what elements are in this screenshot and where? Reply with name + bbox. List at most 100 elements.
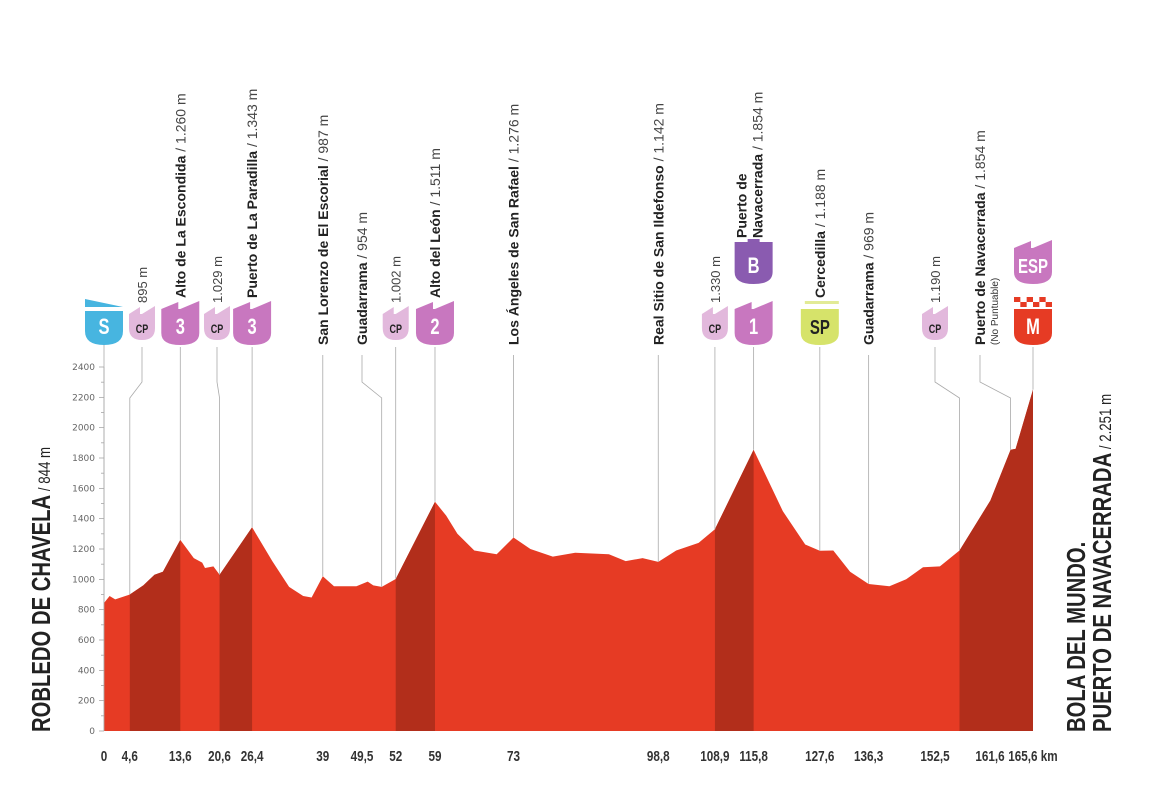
bonus-badge: B xyxy=(734,239,773,284)
badge-shape xyxy=(800,309,839,345)
checkered-flag-icon xyxy=(1014,297,1021,302)
cp-badge: CP xyxy=(701,306,728,340)
x-tick-label: 52 xyxy=(389,748,402,765)
point-altitude: / 1.511 m xyxy=(427,148,443,209)
point-name: Guadarrama xyxy=(861,262,877,345)
badge-label: S xyxy=(98,315,109,340)
point-altitude: / 1.276 m xyxy=(506,104,522,166)
badge-label: 2 xyxy=(430,315,439,340)
climb-section xyxy=(129,539,181,731)
x-tick-label: 39 xyxy=(316,748,329,765)
finish-altitude: / 2.251 m xyxy=(1097,394,1116,453)
badge-shape xyxy=(922,314,948,340)
badge-shape xyxy=(161,309,200,345)
start-badge: S xyxy=(85,299,123,345)
checkered-flag-icon xyxy=(1020,302,1027,307)
badge-flag-icon xyxy=(415,301,454,309)
point-altitude: / 1.854 m xyxy=(750,92,766,154)
x-tick-label: 59 xyxy=(428,748,441,765)
sp-badge: SP xyxy=(800,301,839,345)
badge-flag-icon xyxy=(161,301,200,309)
y-tick-label: 1600 xyxy=(72,484,95,494)
y-tick-label: 2400 xyxy=(72,363,95,373)
checkered-flag-icon xyxy=(1039,297,1046,302)
point-name: Puerto de Navacerrada xyxy=(972,192,988,345)
climb-section xyxy=(395,501,435,731)
start-name: ROBLEDO DE CHAVELA xyxy=(27,495,56,732)
badge-label: 3 xyxy=(248,315,257,340)
x-tick-label: 26,4 xyxy=(241,748,264,765)
badge-shape xyxy=(734,309,773,345)
y-tick-label: 1400 xyxy=(72,515,95,525)
x-tick-label: 108,9 xyxy=(700,748,729,765)
badge-label: 3 xyxy=(176,315,185,340)
point-note: (No Puntuable) xyxy=(990,278,1001,345)
badge-label: CP xyxy=(389,323,401,337)
flag-pennant-icon xyxy=(85,299,123,307)
badge-label: B xyxy=(748,254,760,279)
badge-label: CP xyxy=(211,323,223,337)
badge-flag-icon xyxy=(233,301,272,309)
point-name: Navacerrada xyxy=(750,154,766,238)
badge-label: 1 xyxy=(749,315,758,340)
badge-shape xyxy=(701,314,728,340)
point-altitude: / 954 m xyxy=(354,212,370,263)
cat-badge: 2 xyxy=(415,301,454,345)
badge-shape xyxy=(85,311,123,345)
point-label: 895 m xyxy=(135,267,150,303)
point-name: Alto del León xyxy=(427,209,443,298)
point-altitude: 1.190 m xyxy=(928,256,943,303)
point-label: Alto del León / 1.511 m xyxy=(427,148,443,298)
point-altitude: / 987 m xyxy=(315,115,331,166)
point-label: Guadarrama / 969 m xyxy=(861,212,877,345)
cat-badge: 3 xyxy=(161,301,200,345)
point-label: Puerto de xyxy=(734,173,750,238)
badge-shape xyxy=(1014,248,1052,284)
point-label: Puerto de La Paradilla / 1.343 m xyxy=(244,89,260,298)
cp-badge: CP xyxy=(922,306,948,340)
point-altitude: 1.002 m xyxy=(389,256,404,303)
point-altitude: / 1.142 m xyxy=(650,103,666,165)
point-label: 1.190 m xyxy=(928,256,943,303)
y-tick-label: 400 xyxy=(78,666,95,676)
leader-line xyxy=(361,355,383,587)
badge-label: CP xyxy=(136,323,148,337)
start-altitude: / 844 m xyxy=(36,447,55,495)
y-tick-label: 0 xyxy=(89,727,95,737)
finish-town-label-line1: BOLA DEL MUNDO. xyxy=(1062,542,1091,732)
cp-badge: CP xyxy=(382,306,409,340)
leader-line xyxy=(216,347,220,575)
leader-line xyxy=(129,347,143,595)
y-tick-label: 600 xyxy=(78,636,95,646)
badge-flag-icon xyxy=(204,306,230,314)
x-tick-label: 136,3 xyxy=(854,748,883,765)
x-tick-label: 161,6 xyxy=(975,748,1004,765)
cp-badge: CP xyxy=(204,306,230,340)
finish-name: PUERTO DE NAVACERRADA xyxy=(1088,453,1117,732)
point-altitude: / 969 m xyxy=(861,212,877,263)
leader-line xyxy=(934,347,960,551)
badge-shape xyxy=(1014,309,1052,345)
checkered-flag-icon xyxy=(1026,297,1033,302)
badge-label: SP xyxy=(810,316,830,339)
badge-flag-icon xyxy=(129,306,155,314)
checkered-flag-icon xyxy=(1045,302,1052,307)
point-altitude: / 1.188 m xyxy=(812,169,828,231)
badge-stack xyxy=(804,301,839,304)
x-tick-label: 115,8 xyxy=(739,748,768,765)
badge-label: M xyxy=(1026,315,1040,340)
x-tick-label: 73 xyxy=(507,748,520,765)
point-altitude: / 1.343 m xyxy=(244,89,260,151)
point-label: 1.002 m xyxy=(389,256,404,303)
esp-badge: ESP xyxy=(1014,240,1052,284)
leader-line xyxy=(979,355,1011,450)
climb-section xyxy=(219,527,253,731)
cp-badge: CP xyxy=(129,306,155,340)
point-altitude: / 1.854 m xyxy=(972,130,988,192)
cat-badge: 3 xyxy=(233,301,272,345)
y-tick-label: 1000 xyxy=(72,575,95,585)
y-tick-label: 800 xyxy=(78,606,95,616)
finish-badge: M xyxy=(1014,297,1052,345)
y-tick-label: 1800 xyxy=(72,454,95,464)
